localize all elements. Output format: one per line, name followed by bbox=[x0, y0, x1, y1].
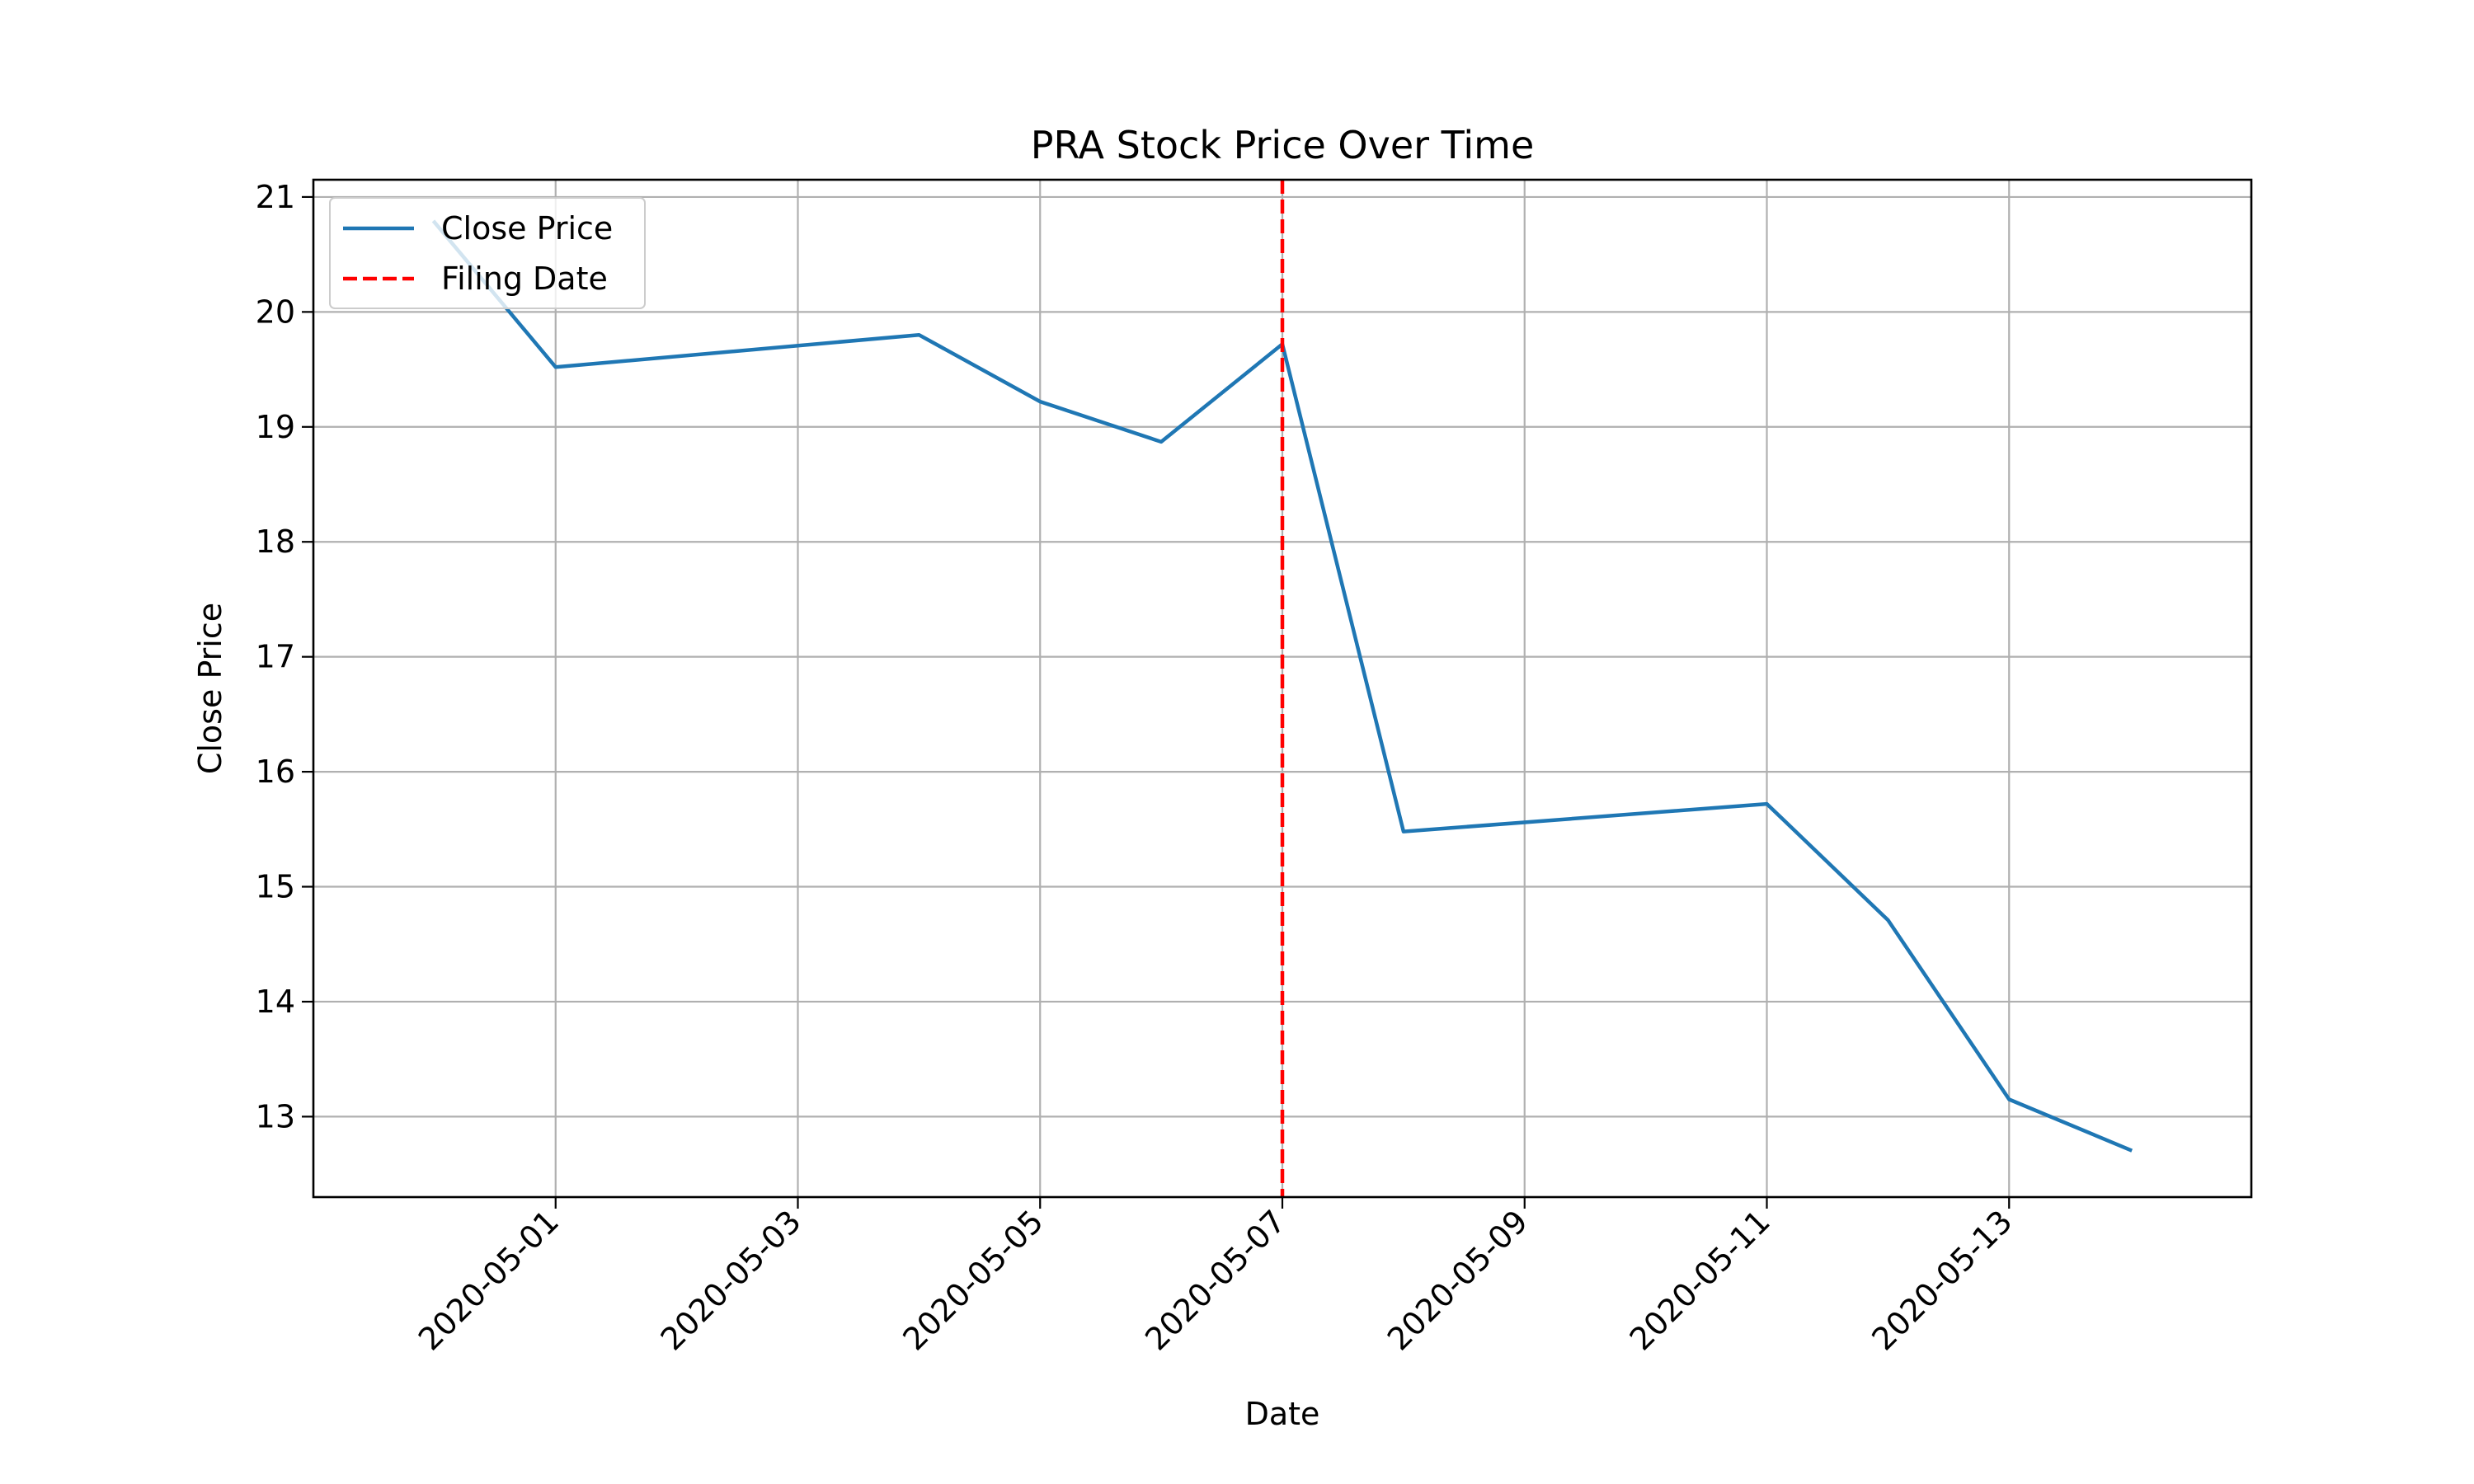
y-axis-ticks: 13 14 15 16 17 18 19 20 21 bbox=[256, 179, 313, 1134]
chart-title: PRA Stock Price Over Time bbox=[1031, 123, 1535, 167]
y-tick-label: 16 bbox=[256, 754, 295, 790]
legend-label: Close Price bbox=[441, 210, 613, 247]
y-tick-label: 21 bbox=[256, 179, 295, 215]
y-tick-label: 15 bbox=[256, 869, 295, 905]
y-tick-label: 17 bbox=[256, 639, 295, 675]
x-axis-label: Date bbox=[1245, 1396, 1320, 1432]
legend-label: Filing Date bbox=[441, 261, 608, 297]
y-tick-label: 18 bbox=[256, 524, 295, 560]
y-tick-label: 20 bbox=[256, 294, 295, 330]
legend-box bbox=[329, 197, 646, 309]
y-tick-label: 19 bbox=[256, 409, 295, 445]
legend: Close Price Filing Date bbox=[329, 197, 646, 309]
y-axis-label: Close Price bbox=[192, 603, 228, 774]
y-tick-label: 14 bbox=[256, 984, 295, 1020]
y-tick-label: 13 bbox=[256, 1098, 295, 1134]
